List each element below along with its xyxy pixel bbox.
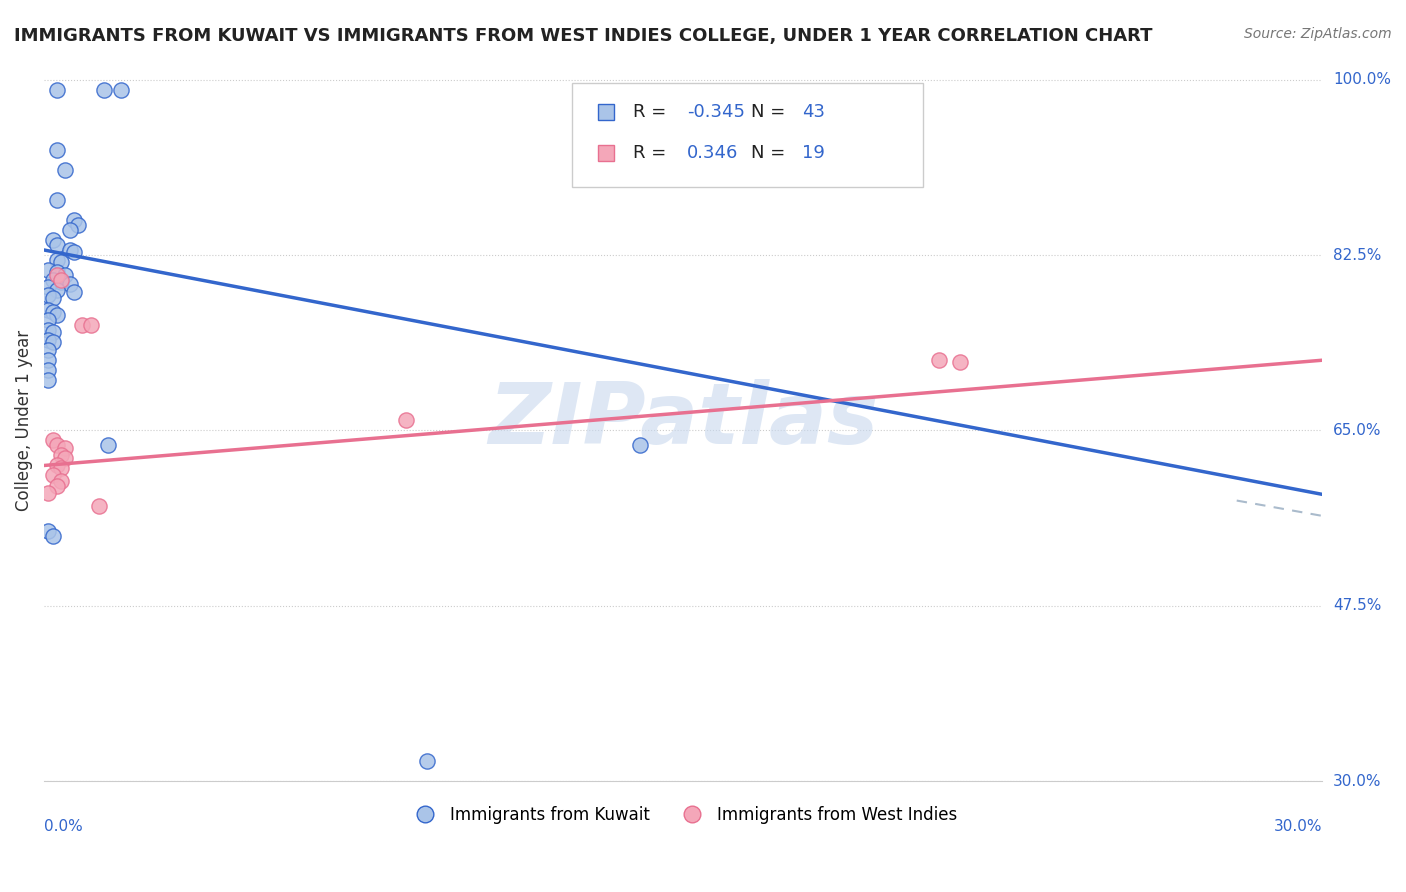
Point	[89, 499, 111, 513]
Point	[37, 524, 59, 538]
Point	[37, 343, 59, 358]
Text: -0.345: -0.345	[688, 103, 745, 120]
Point	[59, 223, 82, 237]
Point	[41, 335, 63, 350]
Legend: Immigrants from Kuwait, Immigrants from West Indies: Immigrants from Kuwait, Immigrants from …	[402, 799, 965, 830]
Point	[97, 438, 120, 452]
Point	[37, 313, 59, 327]
Point	[49, 461, 72, 475]
Point	[41, 273, 63, 287]
Point	[110, 83, 132, 97]
Text: 65.0%: 65.0%	[1333, 423, 1382, 438]
Point	[49, 474, 72, 488]
Point	[45, 458, 67, 473]
Point	[928, 353, 950, 368]
Text: 0.346: 0.346	[688, 145, 738, 162]
Text: R =: R =	[633, 103, 672, 120]
Text: 47.5%: 47.5%	[1333, 599, 1381, 614]
Point	[45, 193, 67, 207]
Point	[416, 754, 439, 768]
Point	[628, 438, 651, 452]
Point	[59, 243, 82, 257]
Text: R =: R =	[633, 145, 678, 162]
Text: N =: N =	[751, 103, 790, 120]
Point	[37, 263, 59, 277]
Point	[63, 245, 86, 260]
Point	[45, 308, 67, 322]
Point	[37, 353, 59, 368]
Point	[72, 318, 94, 333]
Y-axis label: College, Under 1 year: College, Under 1 year	[15, 330, 32, 511]
Point	[37, 363, 59, 377]
Text: 30.0%: 30.0%	[1274, 819, 1322, 834]
Point	[49, 255, 72, 269]
Point	[49, 449, 72, 463]
Point	[41, 305, 63, 319]
Point	[55, 451, 77, 466]
Point	[63, 285, 86, 299]
Point	[41, 434, 63, 448]
Text: ZIPatlas: ZIPatlas	[488, 379, 879, 462]
Point	[55, 442, 77, 456]
Point	[37, 288, 59, 302]
Point	[37, 485, 59, 500]
Text: 0.0%: 0.0%	[44, 819, 83, 834]
Point	[41, 233, 63, 247]
Point	[41, 468, 63, 483]
Point	[93, 83, 115, 97]
Point	[45, 268, 67, 282]
Point	[45, 438, 67, 452]
Point	[395, 413, 418, 427]
Point	[37, 303, 59, 318]
Point	[63, 213, 86, 227]
Text: 100.0%: 100.0%	[1333, 72, 1391, 87]
Text: 82.5%: 82.5%	[1333, 247, 1381, 262]
Text: 30.0%: 30.0%	[1333, 773, 1382, 789]
Point	[41, 325, 63, 339]
Point	[45, 283, 67, 297]
Point	[37, 323, 59, 337]
Text: N =: N =	[751, 145, 790, 162]
Point	[45, 253, 67, 268]
Text: 43: 43	[801, 103, 825, 120]
Point	[41, 291, 63, 305]
Point	[59, 277, 82, 291]
Point	[45, 238, 67, 252]
Point	[37, 373, 59, 387]
Point	[49, 275, 72, 289]
FancyBboxPatch shape	[572, 83, 924, 187]
Point	[41, 528, 63, 542]
Point	[37, 333, 59, 347]
Text: IMMIGRANTS FROM KUWAIT VS IMMIGRANTS FROM WEST INDIES COLLEGE, UNDER 1 YEAR CORR: IMMIGRANTS FROM KUWAIT VS IMMIGRANTS FRO…	[14, 27, 1153, 45]
Text: Source: ZipAtlas.com: Source: ZipAtlas.com	[1244, 27, 1392, 41]
Point	[949, 355, 972, 369]
Point	[67, 218, 90, 232]
Point	[45, 265, 67, 279]
Point	[80, 318, 103, 333]
Point	[45, 478, 67, 492]
Point	[45, 143, 67, 157]
Point	[37, 280, 59, 294]
Point	[55, 268, 77, 282]
Point	[49, 273, 72, 287]
Point	[45, 83, 67, 97]
Text: 19: 19	[801, 145, 825, 162]
Point	[55, 162, 77, 177]
